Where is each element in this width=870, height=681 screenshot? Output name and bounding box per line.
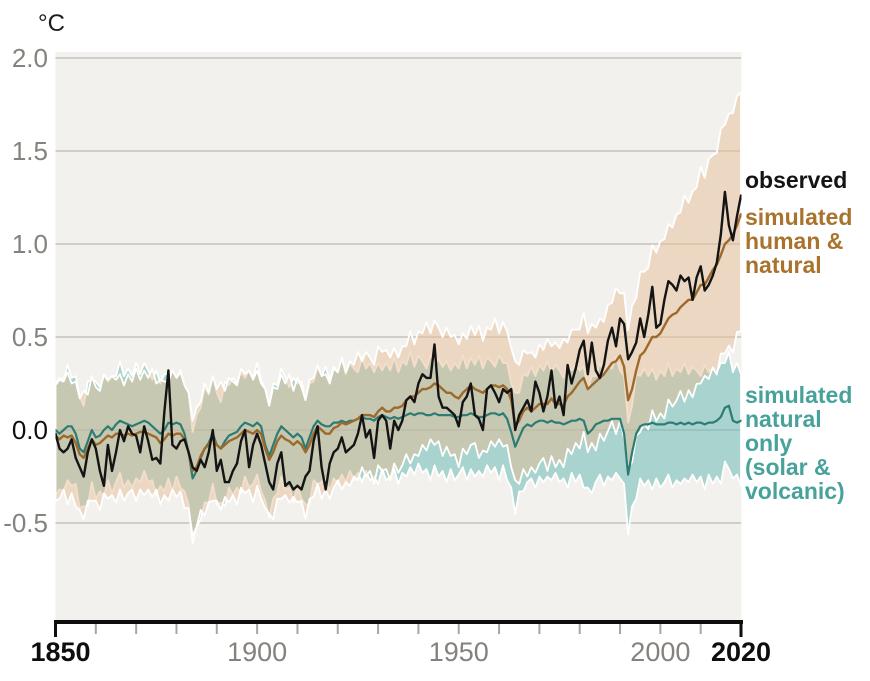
x-tick-label: 2020: [710, 637, 772, 667]
x-tick-label: 2000: [630, 637, 691, 667]
human-natural-uncertainty-band: [55, 91, 742, 537]
y-tick-label: 0.5: [11, 322, 48, 352]
legend-simulated-natural-only: simulated natural only (solar & volcanic…: [745, 382, 853, 504]
y-tick-label: 0.0: [11, 415, 48, 445]
y-tick-label: 1.0: [11, 229, 48, 259]
legend-simulated-human-natural: simulated human & natural: [745, 204, 853, 278]
x-tick-label: 1900: [227, 637, 288, 667]
x-tick-label: 1950: [428, 637, 489, 667]
y-tick-label: 1.5: [11, 136, 48, 166]
x-tick-label: 1850: [30, 637, 91, 667]
human-natural-line: [55, 212, 742, 473]
y-tick-label: -0.5: [3, 508, 48, 538]
y-tick-label: 2.0: [11, 43, 48, 73]
observed-line: [55, 190, 742, 491]
x-axis-line: [55, 620, 743, 624]
plot-series-group: [55, 91, 742, 545]
natural-only-line: [55, 404, 742, 480]
y-axis-unit-label: °C: [38, 10, 65, 37]
x-axis-ticks-group: [54, 620, 743, 637]
legend-observed: observed: [745, 167, 848, 193]
